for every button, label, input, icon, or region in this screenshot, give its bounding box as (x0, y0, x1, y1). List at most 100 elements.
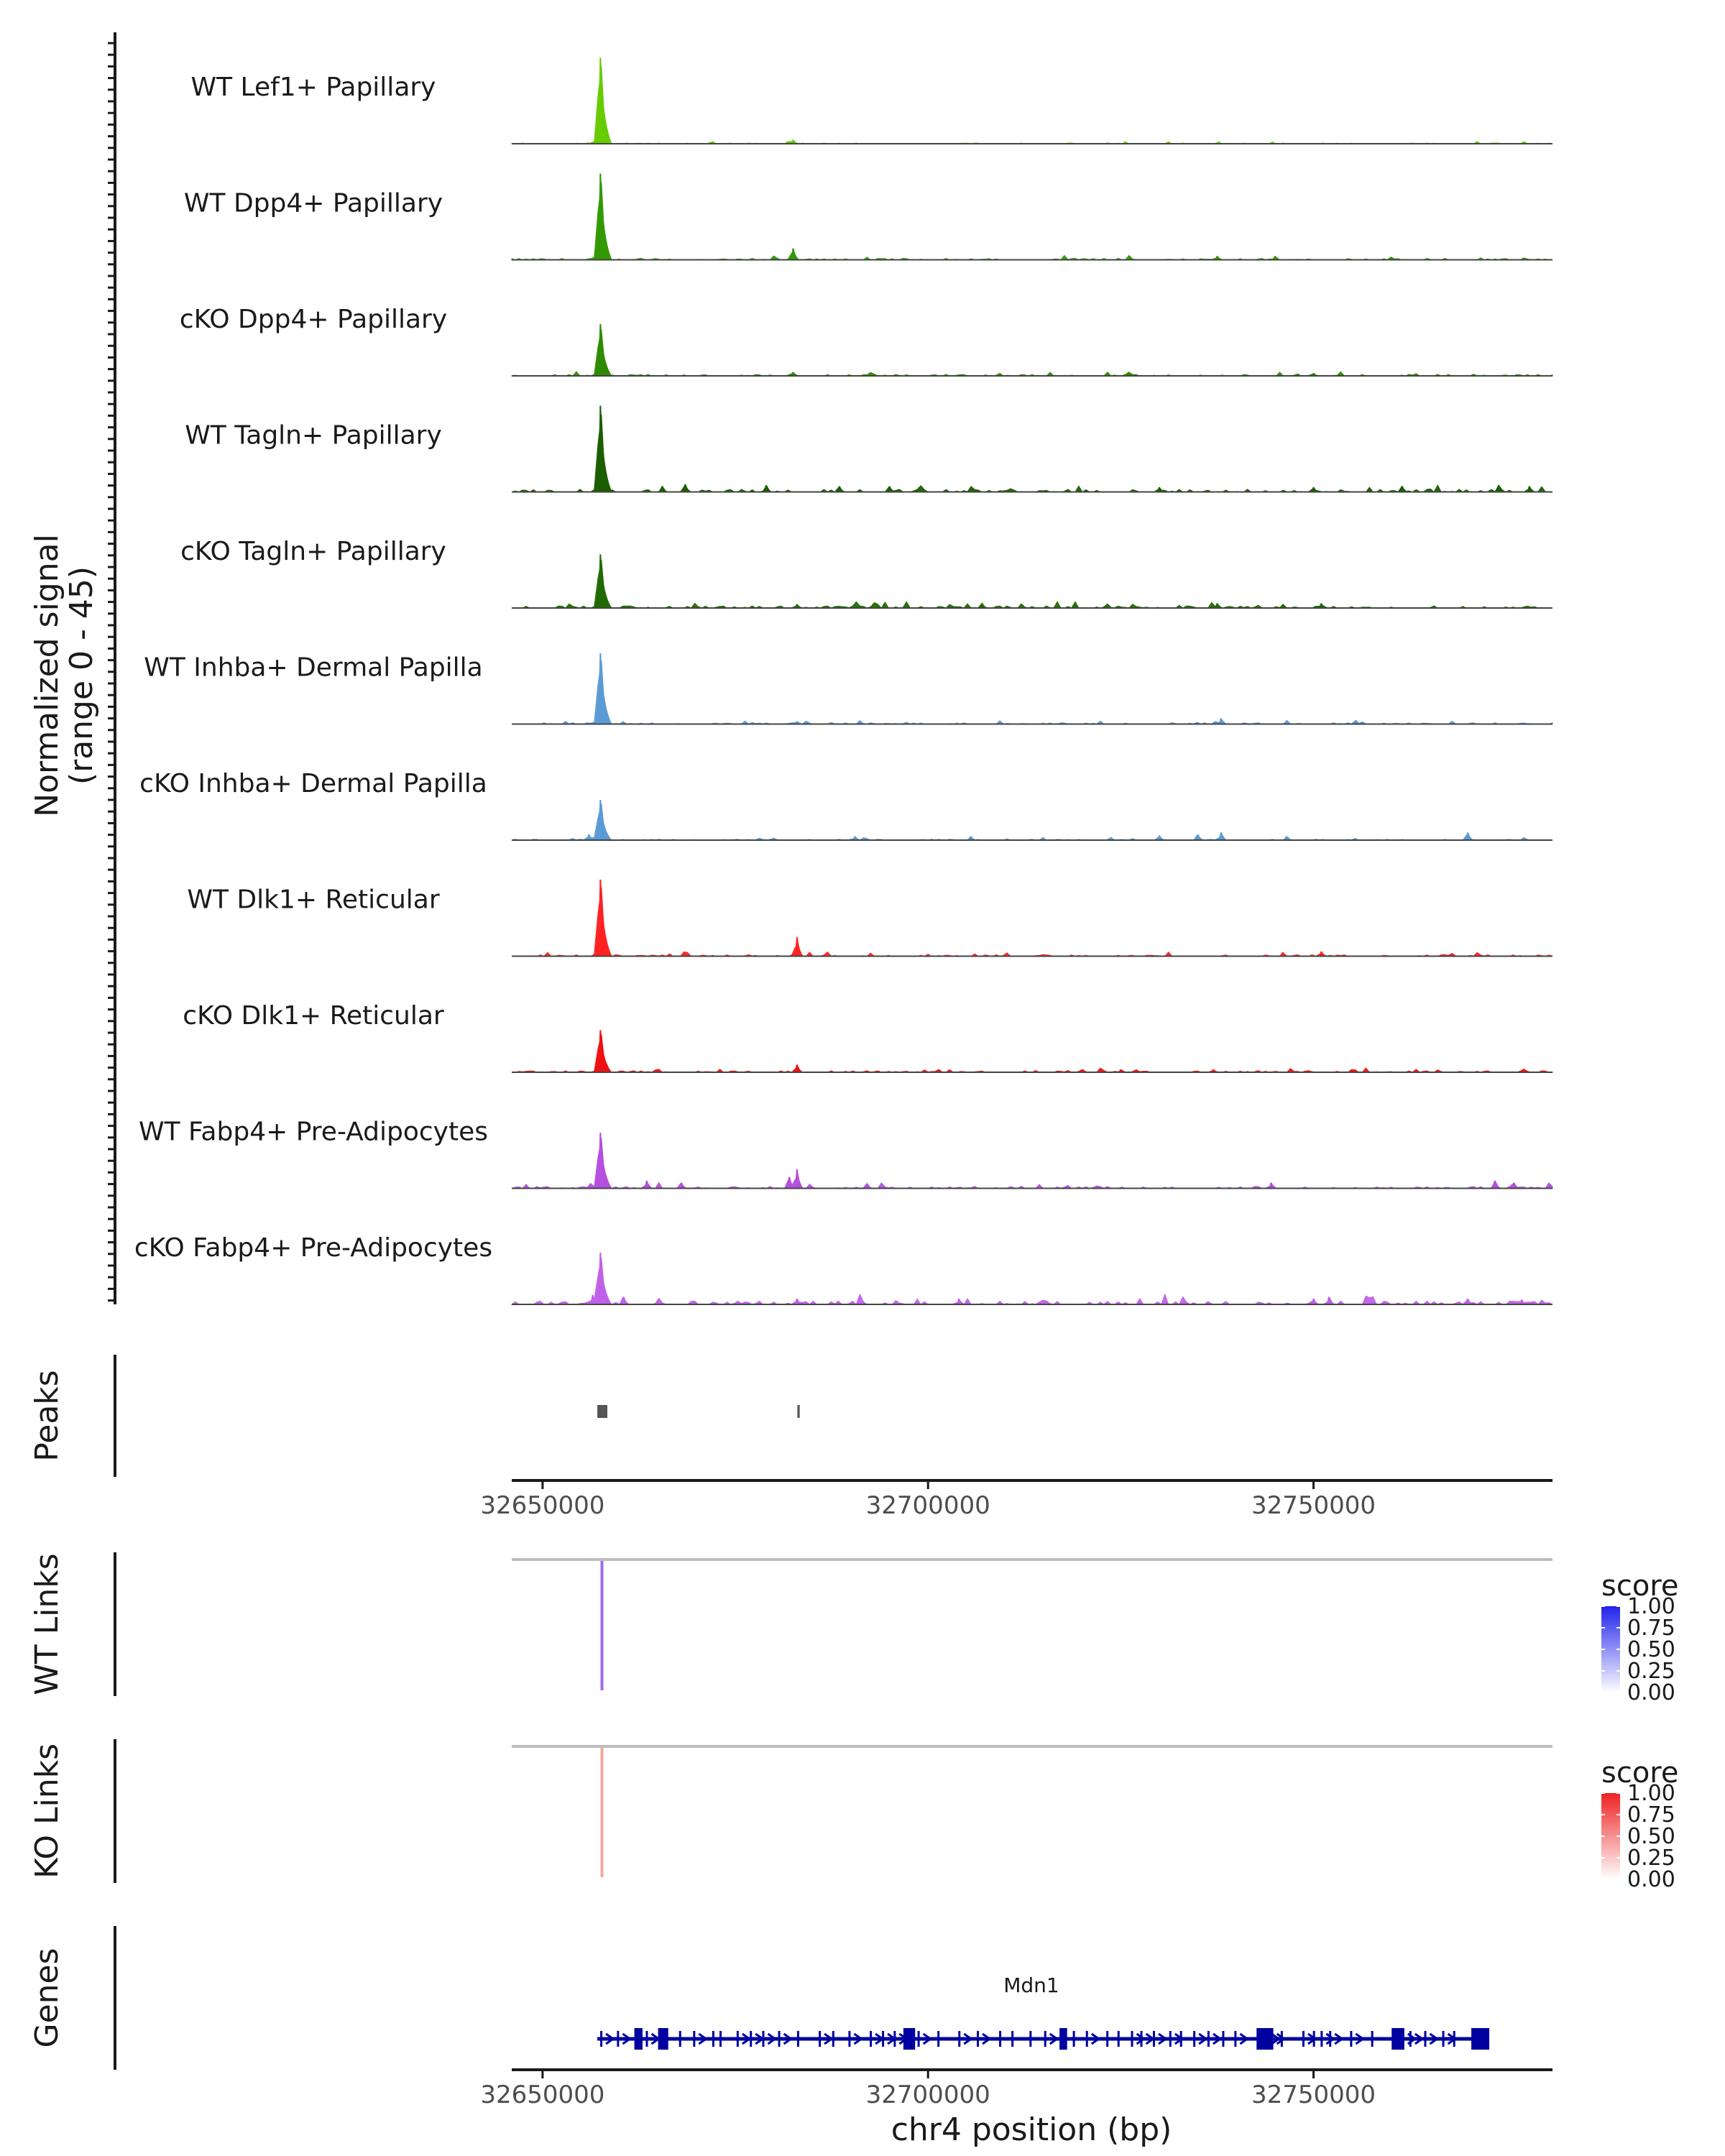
signal-peak (594, 57, 612, 144)
gene-exon (796, 2031, 799, 2047)
legend-tick-label: 0.50 (1627, 1824, 1675, 1849)
gene-strand-arrow (1355, 2032, 1365, 2045)
gene-exon (1424, 2031, 1427, 2047)
legend-tick-label: 1.00 (1627, 1594, 1675, 1619)
peak-interval (797, 1405, 800, 1418)
signal-axis: Normalized signal (range 0 - 45) (29, 32, 116, 1304)
gene-exon (870, 2031, 873, 2047)
x-axis-tick-label: 32700000 (866, 1491, 990, 1520)
track-label: WT Inhba+ Dermal Papilla (144, 653, 482, 683)
signal-axis-ticks (108, 42, 115, 1302)
signal-peak (762, 485, 773, 492)
peaks-track: Peaks (29, 1355, 800, 1477)
gene-strand-arrow (605, 2032, 615, 2045)
x-axis-tick-label: 32650000 (480, 2081, 604, 2109)
gene-strand-arrow (1334, 2032, 1344, 2045)
coverage-track: cKO Dpp4+ Papillary (180, 305, 1553, 377)
x-axis-title: chr4 position (bp) (891, 2111, 1172, 2148)
x-axis-top: 32650000 32700000 32750000 (480, 1479, 1552, 1520)
legend-tick-label: 0.25 (1627, 1846, 1675, 1871)
gene-strand-arrow (1090, 2032, 1101, 2045)
signal-peak (594, 405, 612, 492)
signal-peak (955, 1299, 966, 1304)
gene-strand-arrow (1239, 2032, 1249, 2045)
track-label: WT Tagln+ Papillary (185, 421, 442, 451)
gene-exon (1011, 2031, 1014, 2047)
signal-peak (677, 1182, 688, 1189)
gene-exon (1169, 2031, 1172, 2047)
gene-strand-arrow (1136, 2032, 1146, 2045)
gene-exon (1059, 2028, 1067, 2050)
gene-exon (762, 2031, 765, 2047)
coverage-track: WT Inhba+ Dermal Papilla (144, 653, 1553, 725)
gene-exon (1371, 2031, 1374, 2047)
x-axis-tick-label: 32750000 (1251, 2081, 1376, 2109)
signal-peak (1325, 1296, 1335, 1304)
gene-exon (1453, 2031, 1455, 2047)
gene-strand-arrow (1325, 2032, 1335, 2045)
gene-exon (1117, 2031, 1120, 2047)
gene-strand-arrow (853, 2032, 864, 2045)
gene-exon (893, 2031, 896, 2047)
gene-strand-arrow (1158, 2032, 1168, 2045)
signal-peak (594, 173, 612, 260)
signal-peak (620, 1296, 630, 1304)
signal-peak (1271, 256, 1282, 260)
gene-strand-arrow (1307, 2032, 1317, 2045)
track-label: cKO Tagln+ Papillary (180, 537, 446, 566)
signal-peak (1213, 603, 1224, 608)
gene-exon (1072, 2031, 1075, 2047)
gene-exon (1392, 2028, 1404, 2050)
gene-exon (1044, 2031, 1046, 2047)
signal-peak (1310, 487, 1320, 492)
legend-tick-label: 0.00 (1627, 1680, 1675, 1705)
gene-exon (1409, 2031, 1412, 2047)
signal-peak (789, 139, 800, 144)
gene-exon (903, 2028, 916, 2050)
coverage-track: cKO Dlk1+ Reticular (183, 1001, 1553, 1073)
signal-peak (1491, 1180, 1501, 1189)
gene-exon (719, 2031, 722, 2047)
signal-peak (1398, 486, 1409, 492)
gene-exon (736, 2031, 739, 2047)
coverage-track: WT Dlk1+ Reticular (187, 879, 1553, 957)
coverage-track: cKO Inhba+ Dermal Papilla (139, 769, 1552, 841)
signal-axis-label: Normalized signal (29, 534, 65, 817)
gene-exon (1471, 2028, 1481, 2050)
signal-peak (1525, 486, 1536, 492)
gene-exon (1085, 2031, 1088, 2047)
gene-exon (1152, 2031, 1155, 2047)
gene-exon (1312, 2031, 1315, 2047)
signal-peak (585, 834, 596, 840)
coverage-track: WT Lef1+ Papillary (191, 57, 1553, 144)
gene-exon (819, 2031, 822, 2047)
x-axis-bottom: 32650000 32700000 32750000 chr4 position (… (480, 2068, 1552, 2148)
legend-tick-label: 1.00 (1627, 1781, 1675, 1806)
signal-peak (786, 1176, 796, 1189)
gene-strand-arrow (1213, 2032, 1223, 2045)
gene-name-label: Mdn1 (1003, 1973, 1059, 1997)
signal-peak (594, 653, 612, 724)
gene-exon (678, 2031, 681, 2047)
peak-interval (597, 1405, 608, 1418)
x-axis-tick-label: 32700000 (866, 2081, 990, 2109)
gene-strand-arrow (1429, 2032, 1440, 2045)
gene-strand-arrow (783, 2032, 794, 2045)
signal-peak (1213, 256, 1224, 260)
gene-exon (1479, 2028, 1490, 2050)
signal-peak (589, 1294, 599, 1304)
signal-peak (594, 879, 612, 957)
gene-exon (1106, 2031, 1109, 2047)
signal-peak (1317, 603, 1328, 608)
gene-exon (832, 2031, 834, 2047)
legend-title: score (1601, 1756, 1678, 1789)
gene-exon (1302, 2031, 1305, 2047)
legend-tick-label: 0.25 (1627, 1659, 1675, 1684)
legend-tick-label: 0.75 (1627, 1802, 1675, 1828)
gene-strand-arrow (1271, 2032, 1281, 2045)
gene-exon (882, 2031, 885, 2047)
signal-peak (1217, 832, 1228, 840)
gene-exon (634, 2028, 643, 2050)
